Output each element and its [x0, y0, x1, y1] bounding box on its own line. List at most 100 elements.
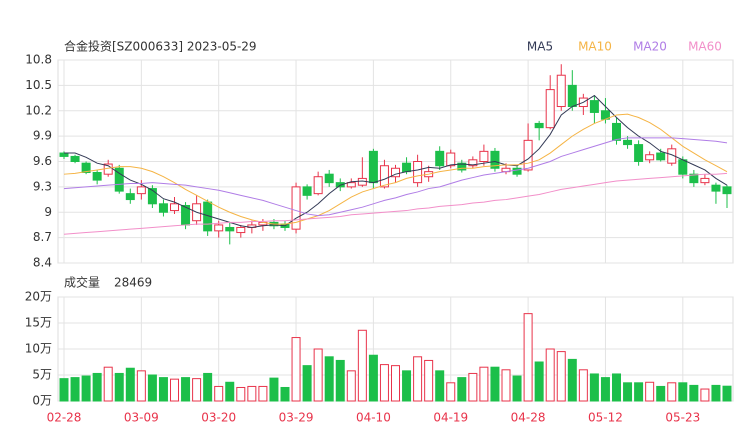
candle-body: [391, 167, 400, 178]
candle-body: [678, 159, 688, 175]
x-tick-label: 05-12: [588, 411, 623, 425]
candle-body: [656, 152, 666, 161]
volume-bar: [413, 356, 423, 402]
volume-bar: [258, 385, 268, 402]
volume-bar: [147, 374, 157, 402]
candle-body: [634, 144, 644, 162]
volume-bar: [534, 361, 544, 402]
legend-label: MA5: [527, 40, 553, 54]
volume-bar: [490, 366, 500, 402]
volume-bar: [612, 373, 621, 402]
candle-body: [59, 152, 69, 157]
volume-bar: [291, 337, 301, 402]
volume-bar: [645, 381, 655, 402]
y-tick-label: 10.2: [25, 103, 52, 117]
volume-bar: [247, 385, 257, 402]
volume-bar: [136, 370, 146, 402]
candle-body: [534, 122, 544, 129]
candle-body: [479, 150, 489, 163]
legend-label: MA20: [633, 40, 667, 54]
candle-body: [490, 150, 500, 169]
volume-bar: [501, 369, 511, 402]
volume-bar: [357, 329, 367, 402]
x-tick-label: 03-29: [279, 411, 314, 425]
volume-bar: [203, 372, 213, 402]
volume-bar: [192, 378, 202, 402]
volume-bar: [280, 386, 290, 402]
candle-body: [92, 171, 102, 181]
volume-bar: [435, 370, 445, 402]
volume-bar: [236, 386, 246, 402]
candle-body: [667, 148, 677, 164]
volume-bar: [711, 384, 721, 402]
x-tick-label: 04-10: [356, 411, 391, 425]
volume-bar: [313, 348, 323, 402]
candle-body: [700, 177, 710, 184]
y-tick-label: 8.4: [33, 256, 52, 270]
legend-label: MA60: [688, 40, 722, 54]
candle-body: [170, 203, 179, 212]
volume-bar: [335, 359, 345, 402]
candle-body: [368, 150, 378, 184]
ma-line: [63, 137, 728, 217]
candle-body: [402, 162, 412, 173]
volume-title: 成交量: [64, 275, 100, 290]
volume-bar: [512, 375, 522, 402]
volume-bar: [545, 348, 555, 402]
candle-body: [125, 193, 135, 201]
volume-bar: [379, 364, 389, 402]
candle-body: [457, 162, 467, 171]
volume-bar: [634, 382, 644, 402]
y-tick-label: 5万: [32, 368, 52, 382]
candle-body: [567, 84, 577, 108]
volume-bar: [578, 369, 588, 402]
y-tick-label: 9.6: [33, 154, 52, 168]
volume-bar: [556, 351, 566, 402]
candle-body: [324, 173, 334, 184]
candle-body: [589, 100, 599, 113]
volume-bar: [402, 370, 412, 402]
y-tick-label: 10.5: [25, 78, 52, 92]
volume-bar: [479, 366, 489, 402]
candle-body: [512, 167, 522, 175]
volume-bar: [214, 385, 224, 402]
y-tick-label: 0万: [32, 394, 52, 408]
ma-line: [64, 94, 728, 228]
y-tick-label: 15万: [25, 316, 52, 330]
volume-bar: [391, 365, 400, 402]
x-tick-label: 02-28: [47, 411, 82, 425]
volume-bar: [181, 377, 191, 402]
candle-body: [523, 139, 533, 171]
volume-bar: [523, 313, 533, 402]
candle-body: [435, 150, 445, 167]
candle-body: [446, 152, 456, 167]
volume-bar: [600, 377, 610, 402]
candle-body: [70, 155, 80, 163]
ma-line: [63, 113, 728, 225]
volume-bar: [468, 372, 478, 402]
chart-title: 合金投资[SZ000633] 2023-05-29: [64, 39, 257, 54]
volume-bar: [225, 381, 235, 402]
candle-body: [379, 165, 389, 188]
volume-bar: [567, 358, 577, 402]
candle-body: [623, 139, 633, 146]
candle-body: [236, 226, 246, 234]
candle-body: [136, 186, 146, 195]
candle-body: [147, 188, 157, 205]
volume-bar: [656, 385, 666, 402]
volume-bar: [667, 382, 677, 402]
candle-body: [413, 161, 423, 184]
y-tick-label: 9.9: [33, 129, 52, 143]
candle-body: [722, 186, 732, 195]
y-tick-label: 10.8: [25, 53, 52, 67]
volume-bar: [103, 366, 113, 402]
candle-body: [313, 176, 323, 195]
volume-bar: [302, 365, 312, 402]
volume-bar: [678, 382, 688, 402]
candle-body: [689, 173, 699, 184]
volume-bar: [92, 372, 102, 402]
volume-bar: [722, 385, 732, 402]
candle-body: [302, 186, 312, 196]
volume-bar: [589, 373, 599, 402]
